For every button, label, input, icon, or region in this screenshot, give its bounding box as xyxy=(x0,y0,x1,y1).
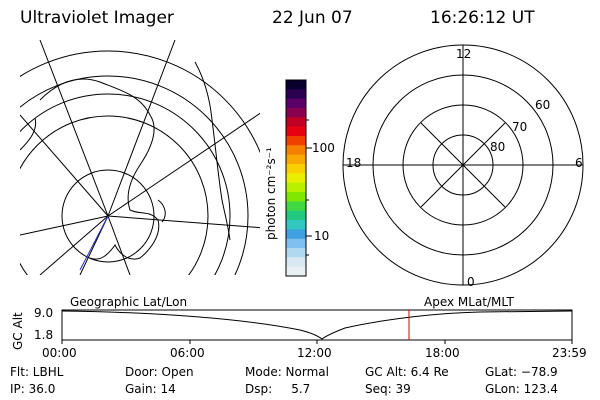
timeline-panel xyxy=(61,309,573,344)
polar-label-18: 18 xyxy=(346,156,362,170)
colorbar-segment xyxy=(286,126,306,137)
altitude-curve xyxy=(61,310,573,340)
colorbar-segment xyxy=(286,154,306,165)
polar-diagonal-2 xyxy=(420,122,506,208)
colorbar-segment xyxy=(286,89,306,100)
info-glon: GLon: 123.4 xyxy=(485,382,558,396)
info-dsp: Dsp: 5.7 xyxy=(245,382,311,396)
coastline-east xyxy=(194,61,231,241)
colorbar-label-10: 10 xyxy=(314,229,330,243)
colorbar-segment xyxy=(286,238,306,249)
colorbar-segment xyxy=(286,98,306,109)
colorbar-segment xyxy=(286,80,306,90)
timeline-tick-2: 12:00 xyxy=(297,346,332,360)
colorbar-segment xyxy=(286,192,306,202)
timeline-axis-label: GC Alt xyxy=(11,312,25,350)
info-seq: Seq: 39 xyxy=(365,382,411,396)
colorbar-segment xyxy=(286,229,306,240)
info-glat: GLat: −78.9 xyxy=(485,365,558,379)
polar-plot xyxy=(342,44,584,286)
polar-label-80: 80 xyxy=(490,140,506,154)
meridian-3 xyxy=(107,112,260,217)
info-gc-alt: GC Alt: 6.4 Re xyxy=(365,365,449,379)
coastline xyxy=(39,78,166,260)
coastline-west xyxy=(20,117,37,151)
colorbar-segment xyxy=(286,136,306,146)
meridian-4 xyxy=(107,215,260,229)
colorbar-segment xyxy=(286,210,306,221)
colorbar-segment xyxy=(286,248,306,258)
timeline-y-bottom: 1.8 xyxy=(34,328,54,342)
timeline-tick-3: 18:00 xyxy=(425,346,460,360)
polar-label-60: 60 xyxy=(535,98,551,112)
colorbar xyxy=(286,80,306,277)
polar-label-0: 0 xyxy=(467,275,475,289)
timeline-tick-0: 00:00 xyxy=(42,346,77,360)
geographic-map xyxy=(20,40,260,275)
colorbar-segment xyxy=(286,257,306,268)
colorbar-segment xyxy=(286,117,306,128)
colorbar-segment xyxy=(286,173,306,184)
colorbar-frame xyxy=(285,79,307,277)
colorbar-unit-label: photon cm⁻²s⁻¹ xyxy=(264,147,278,240)
track-line xyxy=(79,215,109,271)
timeline-tick-4: 23:59 xyxy=(552,346,587,360)
timeline-y-top: 9.0 xyxy=(34,306,54,320)
date-label: 22 Jun 07 xyxy=(272,8,353,28)
colorbar-segment xyxy=(286,182,306,193)
lat-circle-3 xyxy=(20,93,231,275)
colorbar-label-100: 100 xyxy=(312,141,335,155)
lat-circle-2 xyxy=(20,75,249,275)
info-mode: Mode: Normal xyxy=(245,365,329,379)
colorbar-segment xyxy=(286,201,306,212)
lat-circle-4 xyxy=(20,115,209,275)
colorbar-segment xyxy=(286,220,306,230)
meridian-5 xyxy=(20,114,109,217)
colorbar-segment xyxy=(286,108,306,118)
instrument-title: Ultraviolet Imager xyxy=(20,8,174,28)
polar-label-6: 6 xyxy=(575,156,583,170)
colorbar-segment xyxy=(286,164,306,174)
info-filter: Flt: LBHL xyxy=(10,365,64,379)
meridian-8 xyxy=(107,215,131,275)
info-door: Door: Open xyxy=(125,365,194,379)
timeline-tick-1: 06:00 xyxy=(170,346,205,360)
time-label: 16:26:12 UT xyxy=(430,8,535,28)
lat-circle-outer xyxy=(20,50,260,154)
meridian-6 xyxy=(20,215,109,236)
info-gain: Gain: 14 xyxy=(125,382,176,396)
colorbar-segment xyxy=(286,145,306,156)
info-ip: IP: 36.0 xyxy=(10,382,56,396)
colorbar-segment xyxy=(286,266,306,277)
timeline-left-title: Geographic Lat/Lon xyxy=(70,295,188,309)
polar-label-70: 70 xyxy=(512,120,528,134)
timeline-right-title: Apex MLat/MLT xyxy=(424,295,514,309)
polar-label-12: 12 xyxy=(456,47,472,61)
meridian-7 xyxy=(39,215,109,275)
meridian-1 xyxy=(39,40,109,217)
meridian-2 xyxy=(107,40,176,217)
